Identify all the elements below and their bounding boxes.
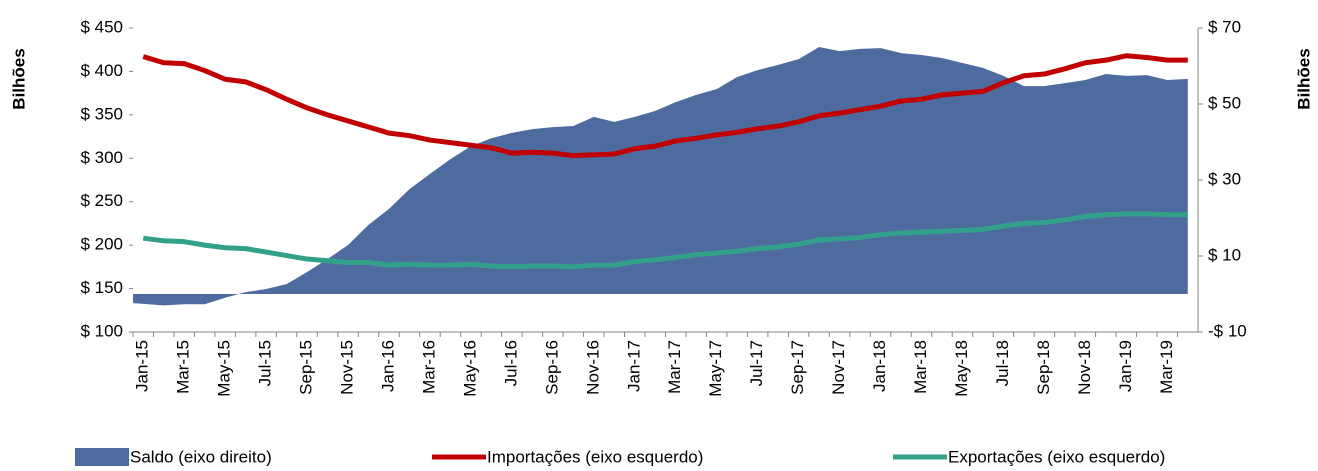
legend-swatch [75, 448, 129, 466]
y-tick-label: $ 100 [80, 321, 123, 340]
x-tick-label: Sep-16 [542, 340, 561, 395]
x-tick-label: Jul-17 [747, 340, 766, 386]
x-tick-label: May-15 [215, 340, 234, 397]
x-tick-label: Mar-16 [419, 340, 438, 394]
y-tick-label: $ 350 [80, 104, 123, 123]
plot-area [133, 47, 1188, 306]
y2-tick-label: -$ 10 [1208, 321, 1247, 340]
x-tick-label: Sep-17 [788, 340, 807, 395]
x-tick-label: Jan-18 [870, 340, 889, 392]
x-tick-label: Jan-16 [378, 340, 397, 392]
x-tick-label: May-17 [706, 340, 725, 397]
area [133, 47, 1188, 306]
legend-label: Importações (eixo esquerdo) [487, 447, 703, 466]
y2-axis-label: Bilhões [1294, 48, 1313, 109]
x-tick-label: Mar-18 [911, 340, 930, 394]
y-tick-label: $ 400 [80, 61, 123, 80]
y-tick-label: $ 450 [80, 17, 123, 36]
y-tick-label: $ 300 [80, 148, 123, 167]
x-tick-label: Nov-17 [829, 340, 848, 395]
x-tick-label: Jul-18 [993, 340, 1012, 386]
x-tick-label: Nov-15 [338, 340, 357, 395]
x-tick-label: Jul-15 [256, 340, 275, 386]
y-tick-label: $ 150 [80, 278, 123, 297]
x-tick-label: Sep-15 [297, 340, 316, 395]
x-tick-label: Jan-17 [624, 340, 643, 392]
line [142, 211, 1188, 270]
x-tick-label: Mar-15 [174, 340, 193, 394]
y-axis-label: Bilhões [9, 48, 28, 109]
x-tick-label: Nov-16 [583, 340, 602, 395]
legend-label: Exportações (eixo esquerdo) [948, 447, 1165, 466]
y-tick-label: $ 250 [80, 191, 123, 210]
legend-label: Saldo (eixo direito) [130, 447, 272, 466]
x-tick-label: Mar-17 [665, 340, 684, 394]
y2-tick-label: $ 30 [1208, 169, 1241, 188]
y-tick-label: $ 200 [80, 235, 123, 254]
x-tick-label: May-18 [952, 340, 971, 397]
x-tick-label: Jul-16 [501, 340, 520, 386]
y2-tick-label: $ 50 [1208, 93, 1241, 112]
x-tick-label: Jan-15 [133, 340, 152, 392]
x-tick-label: May-16 [460, 340, 479, 397]
x-tick-label: Nov-18 [1075, 340, 1094, 395]
x-tick-label: Sep-18 [1034, 340, 1053, 395]
line [142, 53, 1188, 159]
y2-tick-label: $ 70 [1208, 17, 1241, 36]
y2-tick-label: $ 10 [1208, 245, 1241, 264]
x-tick-label: Mar-19 [1157, 340, 1176, 394]
x-tick-label: Jan-19 [1116, 340, 1135, 392]
